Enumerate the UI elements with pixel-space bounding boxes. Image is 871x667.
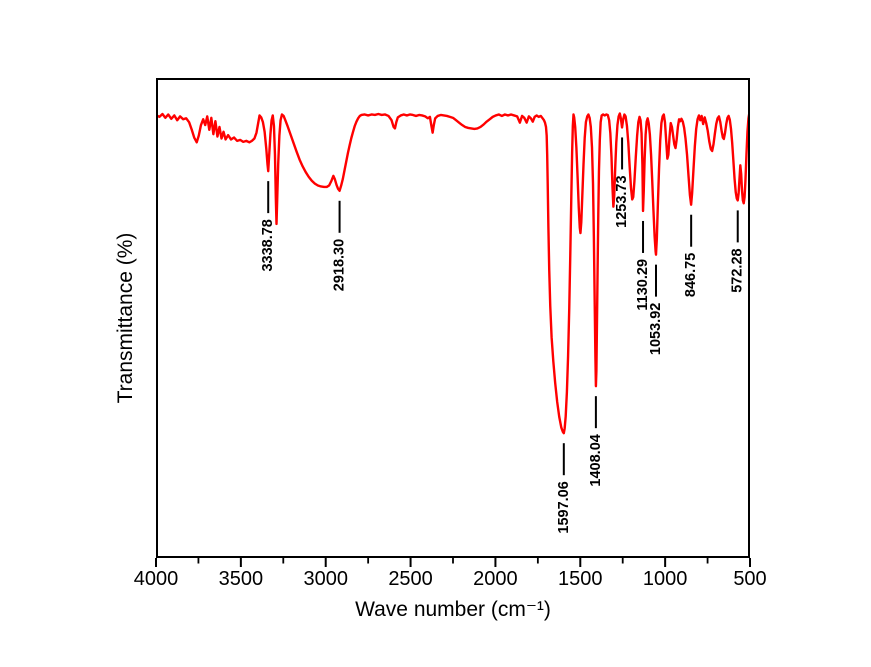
peak-annotation-label: 1253.73 [614,175,630,227]
x-axis-tick-label: 3000 [303,568,348,590]
peak-annotation-label: 1130.29 [635,259,651,311]
x-axis-tick-label: 2000 [473,568,518,590]
x-axis-tick-label: 3500 [219,568,263,590]
x-axis-tick-label: 1500 [558,568,603,590]
peak-annotation-label: 2918.30 [332,239,348,291]
x-axis-tick-label: 4000 [134,568,179,590]
peak-annotation-label: 1408.04 [588,434,604,486]
spectrum-curve [158,112,748,435]
y-axis-title: Transmittance (%) [114,232,137,404]
peak-annotation-label: 1053.92 [648,303,664,355]
x-axis-tick-label: 500 [733,568,766,590]
x-axis-title: Wave number (cm⁻¹) [355,598,551,621]
peak-annotation-label: 1597.06 [556,481,572,533]
peak-annotation-label: 572.28 [730,248,746,292]
plot-area: 4000 3500 3000 2500 2000 1500 1000 500 3338.78 29… [134,78,767,590]
x-axis-tick-label: 1000 [643,568,688,590]
peak-annotation-label: 3338.78 [260,219,276,271]
plot-frame [156,78,750,558]
peak-annotation-label: 846.75 [683,253,699,297]
x-axis-tick-label: 2500 [388,568,433,590]
